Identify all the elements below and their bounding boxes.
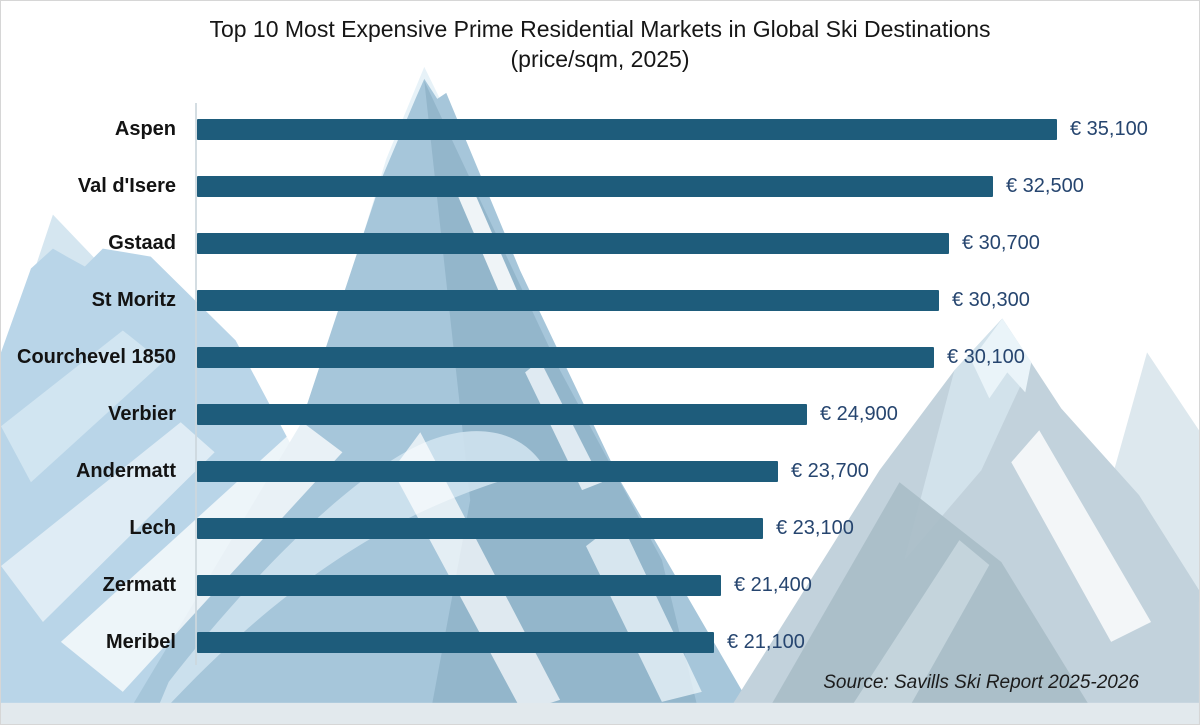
category-label: Lech bbox=[129, 517, 176, 539]
bar bbox=[197, 119, 1057, 140]
right-mountain-snowcap bbox=[971, 318, 1032, 399]
bar-zone: € 35,100 bbox=[197, 118, 1199, 141]
ice-streak-4 bbox=[586, 520, 702, 702]
glacier-band bbox=[151, 431, 546, 724]
bar bbox=[197, 176, 993, 197]
bar bbox=[197, 404, 807, 425]
bar bbox=[197, 632, 714, 653]
chart-title: Top 10 Most Expensive Prime Residential … bbox=[209, 16, 991, 42]
bar-zone: € 30,300 bbox=[197, 289, 1199, 312]
bar-zone: € 23,700 bbox=[197, 460, 1199, 483]
bar bbox=[197, 233, 949, 254]
left-mountain-streak bbox=[1, 330, 163, 483]
bar-zone: € 24,900 bbox=[197, 403, 1199, 426]
bar-row: Val d'Isere € 32,500 bbox=[1, 158, 1199, 215]
category-label: St Moritz bbox=[91, 289, 176, 311]
y-axis-line bbox=[195, 103, 197, 665]
bar-zone: € 32,500 bbox=[197, 175, 1199, 198]
value-label: € 24,900 bbox=[820, 403, 898, 425]
bar-zone: € 23,100 bbox=[197, 517, 1199, 540]
category-label: Gstaad bbox=[108, 232, 176, 254]
bar-zone: € 30,100 bbox=[197, 346, 1199, 369]
category-label: Courchevel 1850 bbox=[17, 346, 176, 368]
category-label: Val d'Isere bbox=[77, 175, 176, 197]
value-label: € 30,700 bbox=[962, 232, 1040, 254]
left-mountain-streak-2 bbox=[1, 422, 215, 622]
bottom-band bbox=[1, 702, 1199, 724]
chart-subtitle: (price/sqm, 2025) bbox=[510, 46, 690, 72]
value-label: € 30,100 bbox=[947, 346, 1025, 368]
value-label: € 23,100 bbox=[776, 517, 854, 539]
bar-row: Lech € 23,100 bbox=[1, 500, 1199, 557]
value-label: € 21,100 bbox=[727, 631, 805, 653]
category-label: Andermatt bbox=[75, 460, 176, 482]
bar-row: Meribel € 21,100 bbox=[1, 614, 1199, 671]
bar bbox=[197, 518, 763, 539]
bar-zone: € 21,100 bbox=[197, 631, 1199, 654]
bar bbox=[197, 461, 778, 482]
bar-row: Verbier € 24,900 bbox=[1, 386, 1199, 443]
bar-row: Aspen € 35,100 bbox=[1, 101, 1199, 158]
ice-streak-5 bbox=[60, 422, 343, 692]
bar-row: St Moritz € 30,300 bbox=[1, 272, 1199, 329]
bar-row: Andermatt € 23,700 bbox=[1, 443, 1199, 500]
bar-row: Courchevel 1850 € 30,100 bbox=[1, 329, 1199, 386]
category-label: Aspen bbox=[114, 118, 176, 140]
value-label: € 35,100 bbox=[1070, 118, 1148, 140]
bar bbox=[197, 290, 939, 311]
right-ice-streak bbox=[1011, 430, 1152, 642]
category-label: Verbier bbox=[108, 403, 176, 425]
lower-right-streak bbox=[840, 540, 990, 724]
category-label: Zermatt bbox=[102, 574, 176, 596]
bar bbox=[197, 575, 721, 596]
bar-rows: Aspen € 35,100 Val d'Isere € 32,500 Gsta… bbox=[1, 101, 1199, 671]
ice-streak-2 bbox=[525, 360, 602, 491]
source-note: Source: Savills Ski Report 2025-2026 bbox=[823, 672, 1139, 693]
value-label: € 21,400 bbox=[734, 574, 812, 596]
chart-title-block: Top 10 Most Expensive Prime Residential … bbox=[1, 14, 1199, 74]
bar-row: Gstaad € 30,700 bbox=[1, 215, 1199, 272]
bar-zone: € 21,400 bbox=[197, 574, 1199, 597]
bar-zone: € 30,700 bbox=[197, 232, 1199, 255]
value-label: € 32,500 bbox=[1006, 175, 1084, 197]
bar-row: Zermatt € 21,400 bbox=[1, 557, 1199, 614]
value-label: € 30,300 bbox=[952, 289, 1030, 311]
bar bbox=[197, 347, 934, 368]
category-label: Meribel bbox=[105, 631, 176, 653]
value-label: € 23,700 bbox=[791, 460, 869, 482]
